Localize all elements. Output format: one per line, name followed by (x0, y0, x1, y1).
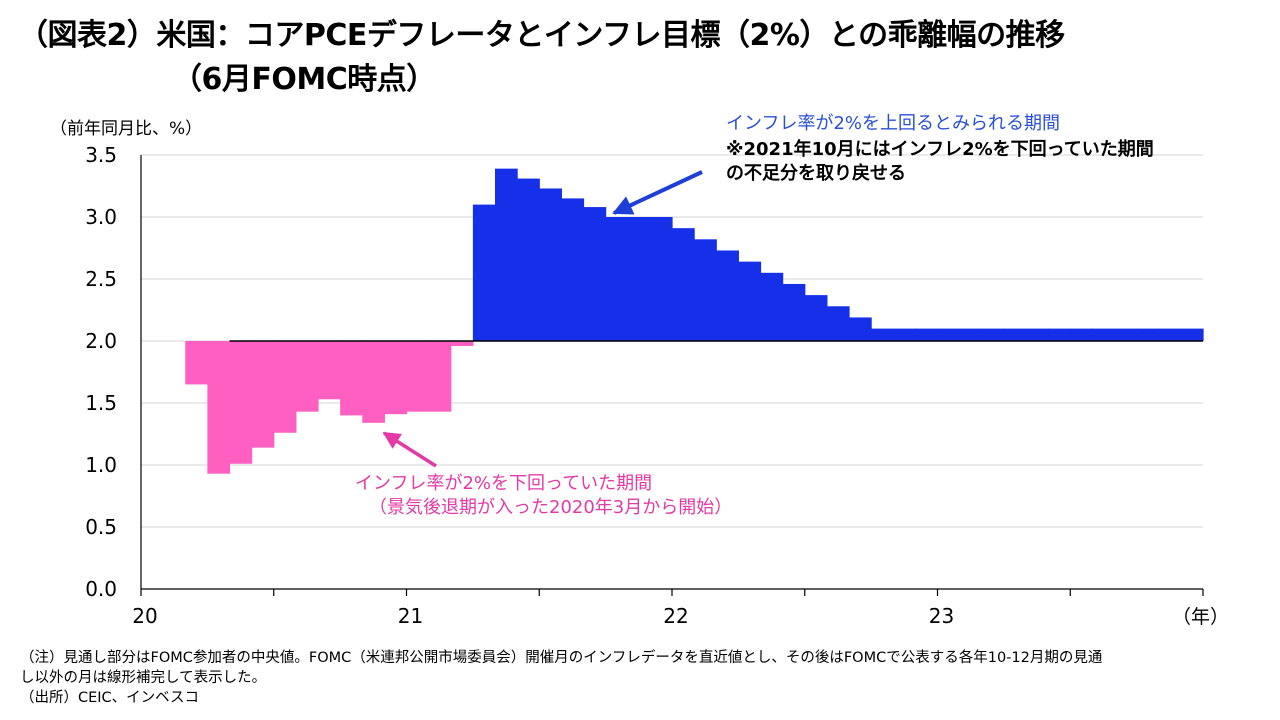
bar-2021-10 (605, 217, 629, 341)
bar-2022-05 (760, 272, 784, 341)
axes (140, 155, 1204, 596)
bar-2022-12 (915, 328, 939, 341)
x-tick-label-21: 21 (398, 604, 423, 628)
bar-2021-04 (472, 204, 496, 341)
bar-2020-07 (273, 341, 297, 433)
chart-title: （図表2）米国：コアPCEデフレータとインフレ目標（2%）との乖離幅の推移 （6… (18, 14, 1268, 102)
y-tick-label-2.0: 2.0 (85, 329, 117, 353)
bar-2022-09 (849, 317, 872, 341)
bar-2022-11 (893, 328, 916, 341)
below-annotation-arrow (382, 431, 437, 468)
data-bars (185, 168, 1204, 474)
bar-2023-07 (1070, 328, 1093, 341)
below-period-annotation-line2: （景気後退期が入った2020年3月から開始） (369, 497, 733, 518)
x-tick-label-22: 22 (663, 604, 688, 628)
y-tick-label-3.0: 3.0 (85, 205, 117, 229)
bar-2023-06 (1048, 328, 1071, 341)
x-tick-label-23: 23 (929, 604, 954, 628)
bar-2023-03 (981, 328, 1005, 341)
bar-2022-02 (694, 239, 717, 341)
bar-2022-10 (871, 328, 894, 341)
y-tick-label-3.5: 3.5 (85, 143, 117, 167)
bar-2022-03 (716, 250, 739, 341)
above-period-annotation: インフレ率が2%を上回るとみられる期間 (726, 113, 1061, 134)
bar-2021-11 (627, 217, 651, 341)
bar-2023-11 (1158, 328, 1182, 341)
y-axis-unit-label: （前年同月比、%） (50, 119, 203, 139)
y-tick-label-1.0: 1.0 (85, 453, 117, 477)
bar-2021-12 (649, 217, 673, 341)
footnotes: （注）見通し部分はFOMC参加者の中央値。FOMC（米連邦公開市場委員会）開催月… (20, 648, 1270, 708)
above-period-note-line2: の不足分を取り戻せる (726, 163, 906, 184)
bar-2023-09 (1114, 328, 1138, 341)
bar-2020-11 (362, 341, 385, 423)
chart-title-line1: （図表2）米国：コアPCEデフレータとインフレ目標（2%）との乖離幅の推移 (18, 18, 1065, 53)
source-line: （出所）CEIC、インベスコ (20, 690, 199, 706)
y-tick-label-1.5: 1.5 (85, 391, 117, 415)
bar-2023-12 (1180, 328, 1204, 341)
bar-2022-01 (672, 228, 695, 341)
chart-title-line2: （6月FOMC時点） (172, 62, 436, 97)
above-annotation-arrow (612, 170, 703, 215)
bar-2022-08 (826, 306, 850, 341)
bar-2021-08 (561, 198, 585, 341)
bar-2021-09 (583, 207, 607, 341)
above-period-note: ※2021年10月にはインフレ2%を下回っていた期間 の不足分を取り戻せる (726, 138, 1154, 186)
bar-2021-01 (406, 341, 430, 412)
bar-2021-02 (428, 341, 452, 412)
x-tick-labels: 20 21 22 23 (132, 604, 954, 628)
bar-2022-07 (804, 295, 828, 341)
bar-2022-06 (782, 283, 806, 341)
bar-2021-07 (539, 188, 562, 341)
bar-2020-10 (340, 341, 363, 416)
bar-2023-08 (1092, 328, 1116, 341)
above-period-note-line1: ※2021年10月にはインフレ2%を下回っていた期間 (726, 139, 1154, 160)
bar-2023-01 (937, 328, 961, 341)
y-tick-label-2.5: 2.5 (85, 267, 117, 291)
bar-2020-09 (318, 341, 341, 400)
bar-2022-04 (738, 261, 762, 341)
bar-2021-06 (517, 178, 540, 341)
bar-2020-05 (229, 341, 253, 464)
bar-2021-03 (450, 341, 474, 346)
bar-2020-03 (185, 341, 208, 385)
y-tick-label-0.5: 0.5 (85, 515, 117, 539)
bar-2020-08 (295, 341, 319, 412)
x-axis-unit-label: （年） (1172, 606, 1230, 628)
bar-2023-10 (1136, 328, 1160, 341)
below-period-annotation-line1: インフレ率が2%を下回っていた期間 (355, 473, 653, 494)
y-tick-labels: 0.0 0.5 1.0 1.5 2.0 2.5 3.0 3.5 (85, 143, 117, 601)
bar-2023-02 (959, 328, 983, 341)
below-period-annotation: インフレ率が2%を下回っていた期間 （景気後退期が入った2020年3月から開始） (355, 472, 732, 520)
bar-2023-04 (1003, 328, 1027, 341)
footnote-line1: （注）見通し部分はFOMC参加者の中央値。FOMC（米連邦公開市場委員会）開催月… (20, 650, 1103, 666)
footnote-line2: し以外の月は線形補完して表示した。 (20, 670, 267, 686)
bar-2020-06 (251, 341, 275, 448)
bar-2020-12 (384, 341, 408, 415)
x-tick-label-20: 20 (132, 604, 157, 628)
bar-2021-05 (495, 168, 518, 341)
y-tick-label-0.0: 0.0 (85, 577, 117, 601)
bar-2020-04 (207, 341, 231, 474)
bar-2023-05 (1026, 328, 1049, 341)
